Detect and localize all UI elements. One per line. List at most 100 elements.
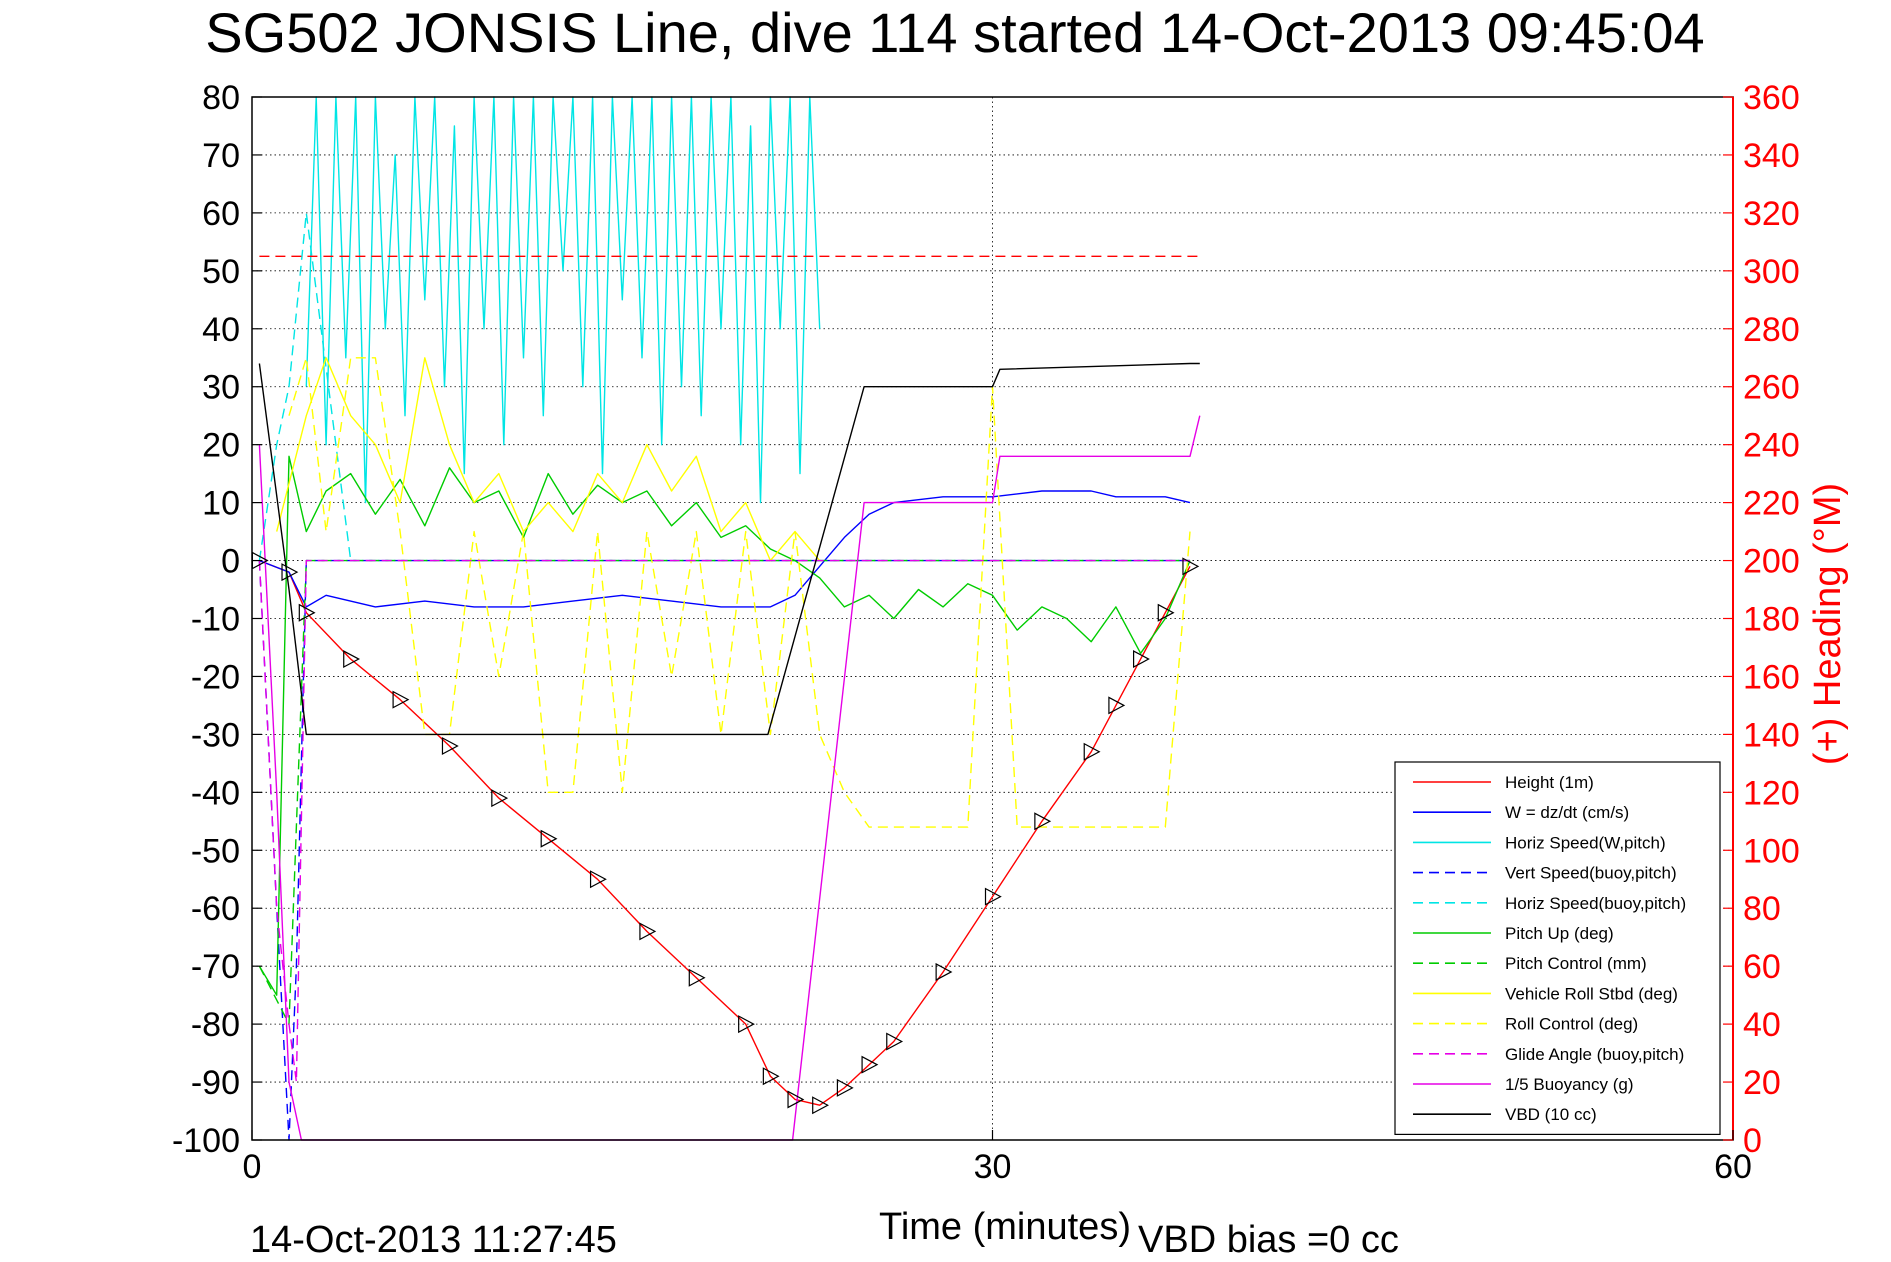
height-marker (762, 1067, 780, 1086)
height-marker (935, 962, 953, 981)
right-tick-label: 280 (1743, 311, 1800, 349)
left-tick-label: -80 (191, 1006, 240, 1044)
left-tick-label: 0 (221, 543, 240, 581)
legend-entry: Pitch Control (mm) (1505, 954, 1647, 973)
series-line-9 (258, 559, 1190, 1083)
legend-entry: W = dz/dt (cm/s) (1505, 803, 1629, 822)
left-tick-label: 40 (202, 311, 240, 349)
right-tick-label: 20 (1743, 1064, 1781, 1102)
series-line-7 (276, 357, 821, 562)
x-tick-label: 30 (974, 1148, 1012, 1186)
height-marker (812, 1096, 829, 1115)
left-tick-label: -50 (191, 832, 240, 870)
series-line-11 (258, 362, 1200, 736)
left-tick-label: 30 (202, 369, 240, 407)
footer-timestamp: 14-Oct-2013 11:27:45 (250, 1219, 617, 1261)
left-tick-label: -60 (191, 890, 240, 928)
height-marker (639, 922, 657, 941)
legend-entry: Glide Angle (buoy,pitch) (1505, 1045, 1684, 1064)
left-tick-label: 50 (202, 253, 240, 291)
right-tick-label: 240 (1743, 427, 1800, 465)
legend-entry: Horiz Speed(W,pitch) (1505, 833, 1666, 852)
series-layer (251, 96, 1201, 1141)
right-tick-label: 0 (1743, 1122, 1762, 1160)
right-tick-label: 60 (1743, 948, 1781, 986)
left-tick-label: 20 (202, 427, 240, 465)
left-tick-label: -30 (191, 716, 240, 754)
legend-entry: Vehicle Roll Stbd (deg) (1505, 984, 1678, 1003)
height-marker (392, 690, 410, 709)
height-marker (836, 1078, 854, 1097)
series-line-3 (258, 559, 1190, 1141)
x-axis: 0 30 60 (243, 1130, 1752, 1186)
legend-entry: Roll Control (deg) (1505, 1015, 1638, 1034)
series-line-1 (259, 490, 1191, 608)
height-marker (1132, 650, 1150, 669)
height-marker (298, 603, 316, 622)
x-tick-label: 60 (1714, 1148, 1752, 1186)
left-tick-label: -100 (172, 1122, 240, 1160)
right-tick-label: 40 (1743, 1006, 1781, 1044)
right-tick-label: 320 (1743, 195, 1800, 233)
left-tick-label: -90 (191, 1064, 240, 1102)
height-marker (861, 1055, 879, 1074)
right-tick-label: 300 (1743, 253, 1800, 291)
height-marker (441, 736, 459, 755)
series-line-10 (258, 415, 1201, 1141)
left-tick-label: 60 (202, 195, 240, 233)
height-marker (1108, 696, 1126, 715)
height-marker (343, 650, 361, 669)
height-marker (984, 887, 1002, 906)
height-marker (1034, 812, 1052, 831)
legend-box (1394, 761, 1721, 1135)
series-line-8 (288, 357, 1191, 828)
legend-entry: Horiz Speed(buoy,pitch) (1505, 894, 1686, 913)
legend: Height (1m) W = dz/dt (cm/s) Horiz Speed(W… (1394, 761, 1721, 1135)
series-line-5 (258, 455, 1191, 996)
legend-entry: VBD (10 cc) (1505, 1105, 1597, 1124)
x-axis-label: Time (minutes) (879, 1206, 1131, 1248)
left-axis: 80 70 60 50 40 30 20 10 0 -10 -20 -30 -40 -50 -60 -70 -8… (172, 79, 262, 1160)
height-marker (540, 829, 558, 848)
left-tick-label: -40 (191, 774, 240, 812)
height-marker (1157, 603, 1175, 622)
series-line-4 (258, 212, 1190, 562)
height-marker (886, 1032, 904, 1051)
right-tick-label: 140 (1743, 716, 1800, 754)
height-marker (1083, 742, 1101, 761)
left-tick-label: -70 (191, 948, 240, 986)
right-tick-label: 360 (1743, 79, 1800, 117)
series-line-2 (305, 96, 821, 504)
left-tick-label: 80 (202, 79, 240, 117)
height-marker (1182, 557, 1200, 576)
right-tick-label: 100 (1743, 832, 1800, 870)
height-marker (787, 1090, 805, 1109)
left-tick-label: -20 (191, 658, 240, 696)
legend-entry: Height (1m) (1505, 773, 1594, 792)
footer-vbd-bias: VBD bias =0 cc (1138, 1219, 1399, 1261)
chart-title: SG502 JONSIS Line, dive 114 started 14-O… (205, 1, 1704, 64)
legend-entry: Vert Speed(buoy,pitch) (1505, 864, 1677, 883)
right-tick-label: 120 (1743, 774, 1800, 812)
height-marker (738, 1015, 755, 1034)
right-tick-label: 220 (1743, 485, 1800, 523)
x-tick-label: 0 (243, 1148, 262, 1186)
series-line-0 (259, 559, 1191, 1106)
height-marker (281, 563, 299, 582)
right-tick-label: 200 (1743, 543, 1800, 581)
legend-entry: Pitch Up (deg) (1505, 924, 1614, 943)
right-tick-label: 80 (1743, 890, 1781, 928)
left-tick-label: -10 (191, 601, 240, 639)
left-tick-label: 70 (202, 137, 240, 175)
right-tick-label: 160 (1743, 658, 1800, 696)
left-tick-label: 10 (202, 485, 240, 523)
height-marker (688, 968, 706, 987)
right-axis-label: (+) Heading (°M) (1807, 483, 1849, 765)
right-tick-label: 260 (1743, 369, 1800, 407)
height-marker (589, 870, 607, 889)
legend-entry: 1/5 Buoyancy (g) (1505, 1075, 1634, 1094)
right-tick-label: 180 (1743, 601, 1800, 639)
right-axis: 3603403203002802602402202001801601401201… (1723, 79, 1800, 1160)
height-marker (491, 789, 509, 808)
